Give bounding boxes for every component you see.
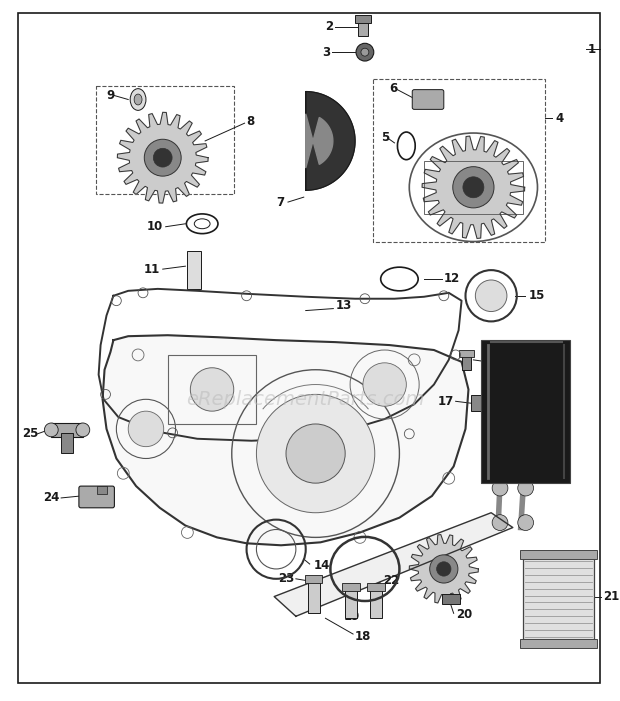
Bar bbox=[370, 587, 382, 618]
Circle shape bbox=[492, 446, 508, 461]
Text: 15: 15 bbox=[529, 290, 545, 302]
Circle shape bbox=[361, 48, 369, 56]
Circle shape bbox=[430, 555, 458, 583]
Text: 17: 17 bbox=[438, 395, 454, 408]
Bar bbox=[481, 340, 570, 483]
Bar bbox=[424, 161, 523, 214]
Bar bbox=[187, 252, 202, 289]
Polygon shape bbox=[422, 136, 525, 238]
Text: 21: 21 bbox=[604, 590, 620, 603]
Bar bbox=[520, 639, 596, 648]
Polygon shape bbox=[306, 92, 355, 190]
FancyBboxPatch shape bbox=[79, 486, 115, 508]
Text: 8: 8 bbox=[247, 115, 255, 128]
Circle shape bbox=[286, 424, 345, 483]
Bar bbox=[345, 587, 357, 618]
Text: 3: 3 bbox=[322, 46, 330, 59]
Bar bbox=[459, 350, 474, 357]
Text: 4: 4 bbox=[556, 111, 564, 125]
Circle shape bbox=[436, 562, 451, 576]
Polygon shape bbox=[102, 335, 469, 545]
Circle shape bbox=[45, 423, 58, 437]
Text: eReplacementParts.com: eReplacementParts.com bbox=[187, 390, 425, 409]
Text: 18: 18 bbox=[355, 629, 371, 643]
Bar bbox=[523, 557, 594, 641]
Text: 2: 2 bbox=[326, 20, 334, 33]
Bar bbox=[367, 583, 384, 591]
Bar bbox=[305, 575, 322, 583]
Ellipse shape bbox=[130, 88, 146, 110]
Circle shape bbox=[257, 395, 374, 512]
Circle shape bbox=[363, 363, 406, 406]
Bar bbox=[358, 19, 368, 36]
Text: 22: 22 bbox=[383, 574, 399, 587]
Circle shape bbox=[356, 43, 374, 61]
Polygon shape bbox=[306, 114, 333, 168]
Circle shape bbox=[453, 167, 494, 208]
Bar bbox=[167, 355, 257, 424]
Bar bbox=[51, 423, 83, 437]
Text: 24: 24 bbox=[43, 491, 59, 505]
Text: 5: 5 bbox=[381, 132, 389, 144]
Text: 12: 12 bbox=[444, 273, 460, 285]
Text: 20: 20 bbox=[456, 608, 472, 621]
Text: 14: 14 bbox=[314, 559, 330, 571]
Circle shape bbox=[144, 139, 181, 176]
Circle shape bbox=[518, 515, 534, 531]
Polygon shape bbox=[117, 112, 208, 203]
Bar bbox=[471, 395, 489, 411]
Circle shape bbox=[190, 368, 234, 411]
Text: 13: 13 bbox=[335, 299, 352, 312]
Bar bbox=[308, 579, 319, 613]
Circle shape bbox=[492, 515, 508, 531]
Circle shape bbox=[492, 411, 508, 427]
Circle shape bbox=[518, 411, 534, 427]
Circle shape bbox=[492, 480, 508, 496]
Bar bbox=[355, 15, 371, 22]
Text: 6: 6 bbox=[389, 82, 398, 95]
Bar bbox=[461, 352, 471, 369]
Text: 16: 16 bbox=[490, 355, 507, 368]
Bar bbox=[97, 486, 107, 494]
Bar bbox=[61, 433, 73, 453]
Text: 19: 19 bbox=[343, 610, 360, 622]
Polygon shape bbox=[274, 512, 513, 616]
Text: 23: 23 bbox=[278, 572, 294, 585]
Bar bbox=[442, 594, 459, 604]
Bar bbox=[520, 550, 596, 559]
Text: 1: 1 bbox=[588, 43, 596, 55]
Circle shape bbox=[153, 149, 172, 167]
Text: 25: 25 bbox=[22, 428, 38, 440]
Text: 7: 7 bbox=[276, 196, 284, 209]
Polygon shape bbox=[409, 535, 478, 604]
Circle shape bbox=[518, 446, 534, 461]
Bar bbox=[342, 583, 360, 591]
Circle shape bbox=[518, 480, 534, 496]
FancyBboxPatch shape bbox=[412, 90, 444, 109]
Text: 9: 9 bbox=[107, 89, 115, 102]
Text: 10: 10 bbox=[146, 220, 162, 233]
Circle shape bbox=[463, 177, 484, 198]
Bar bbox=[373, 79, 546, 242]
Bar bbox=[95, 86, 234, 194]
Circle shape bbox=[76, 423, 90, 437]
Circle shape bbox=[476, 280, 507, 311]
Ellipse shape bbox=[134, 94, 142, 105]
Text: 11: 11 bbox=[143, 263, 160, 275]
Circle shape bbox=[128, 411, 164, 447]
